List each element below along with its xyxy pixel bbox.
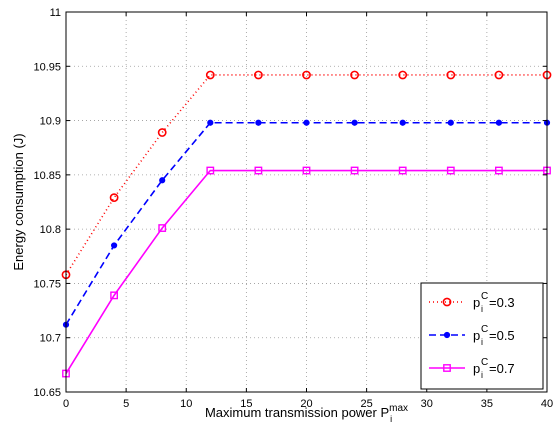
y-axis-label: Energy consumption (J) [11,133,26,270]
x-tick-label: 30 [421,398,433,410]
data-point-dot [443,331,451,339]
data-point-circle [157,128,167,137]
data-point-square [398,166,407,175]
data-point-square [110,291,119,300]
series-line [65,169,547,374]
legend-item: p Ci =0.5 [429,324,515,347]
y-tick-label: 10.85 [33,170,61,182]
data-point-circle [350,70,359,80]
y-tick-label: 10.7 [40,333,61,345]
legend-item: p Ci =0.7 [429,357,515,380]
y-tick-label: 10.65 [33,387,61,399]
data-point-dot [399,119,406,126]
legend-label-sup: C [481,357,488,368]
legend-label-sub: i [481,304,483,314]
legend-box [420,282,544,390]
series-3 [62,166,551,378]
legend-label-value: =0.5 [489,328,515,343]
x-tick-label: 5 [123,398,129,410]
x-tick-label: 25 [361,398,373,410]
x-axis-label-main: Maximum transmission power P [205,405,389,420]
data-point-circle [398,70,408,80]
data-point-square [443,364,451,372]
legend-label-sup: C [481,324,488,335]
x-axis-label-sub: i [390,414,392,424]
data-point-circle [253,70,263,80]
legend-label-sub: i [481,337,483,347]
series-line [65,74,547,276]
data-point-circle [442,297,452,307]
legend-label-value: =0.3 [489,295,515,310]
data-point-circle [446,70,456,80]
x-tick-label: 0 [63,398,69,410]
data-point-dot [303,119,310,126]
data-point-dot [255,119,262,126]
legend-label-value: =0.7 [489,361,515,376]
data-point-square [302,166,311,175]
data-point-dot [447,119,454,126]
data-point-square [206,166,215,175]
y-tick-label: 10.75 [33,278,61,290]
legend-item: p Ci =0.3 [429,291,515,314]
legend: p Ci =0.3p Ci =0.5p Ci =0.7 [420,282,544,390]
legend-label-sub: i [481,370,483,380]
data-point-circle [302,70,311,80]
x-tick-label: 20 [300,398,312,410]
data-point-circle [205,70,215,80]
data-point-dot [351,119,358,126]
legend-label-main: p [473,361,480,376]
data-point-dot [495,119,502,126]
data-point-square [350,166,359,175]
data-point-dot [207,119,214,126]
y-tick-label: 10.9 [40,116,61,128]
x-tick-label: 35 [481,398,493,410]
legend-label-main: p [473,295,480,310]
x-axis-label: Maximum transmission power Pmax [205,403,408,420]
legend-label-sup: C [481,291,488,302]
data-point-square [495,166,503,175]
data-point-square [158,224,167,232]
data-point-circle [494,70,504,80]
legend-label-main: p [473,328,480,343]
tick-labels: 0 5 10 15 20 25 30 35 40 10.65 10.7 10.75 10.8 10.85 1… [33,7,553,410]
y-tick-label: 11 [50,7,61,19]
x-tick-label: 15 [240,398,252,410]
x-axis-label-sup: max [389,403,408,414]
x-tick-label: 40 [541,398,553,410]
y-tick-label: 10.8 [40,224,61,236]
series-2 [62,119,551,328]
data-point-square [446,166,455,175]
data-point-dot [111,242,118,249]
data-point-circle [109,193,119,203]
data-point-square [254,166,263,175]
data-point-dot [159,177,166,184]
x-tick-label: 10 [180,398,192,410]
y-tick-label: 10.95 [33,61,61,73]
